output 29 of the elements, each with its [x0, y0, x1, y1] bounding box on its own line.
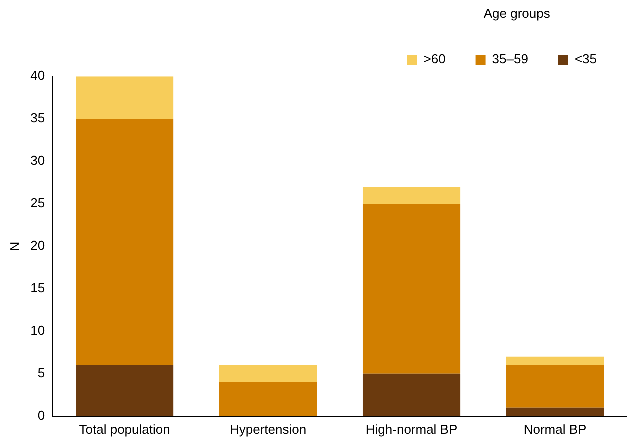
bar: [362, 187, 461, 204]
legend-label: <35: [574, 52, 598, 67]
bar: [506, 356, 604, 366]
bar: [362, 204, 461, 374]
y-tick-label: 25: [30, 196, 46, 211]
y-tick-label: 40: [30, 68, 46, 84]
y-tick-label: 0: [38, 408, 46, 423]
bar: [76, 365, 174, 416]
bar: [506, 408, 604, 416]
bar: [76, 119, 174, 366]
y-tick-label: 15: [30, 280, 46, 296]
y-tick-label: 20: [30, 238, 46, 254]
y-tick-label: 5: [38, 366, 46, 381]
legend-label: >60: [424, 52, 446, 67]
x-tick-label: High-normal BP: [366, 422, 458, 437]
legend-label: 35–59: [492, 52, 528, 67]
y-tick-label: 30: [30, 153, 46, 168]
bar: [220, 365, 318, 382]
y-tick-label: 10: [30, 323, 46, 338]
y-axis-title: N: [7, 242, 22, 252]
bar: [362, 374, 461, 416]
bar: [220, 382, 318, 416]
y-tick-label: 35: [30, 110, 46, 126]
legend-title: Age groups: [484, 6, 551, 22]
x-tick-label: Hypertension: [230, 422, 307, 437]
bar: [76, 76, 174, 120]
bar: [506, 365, 604, 408]
x-tick-label: Total population: [79, 422, 170, 437]
x-tick-label: Normal BP: [524, 422, 587, 437]
